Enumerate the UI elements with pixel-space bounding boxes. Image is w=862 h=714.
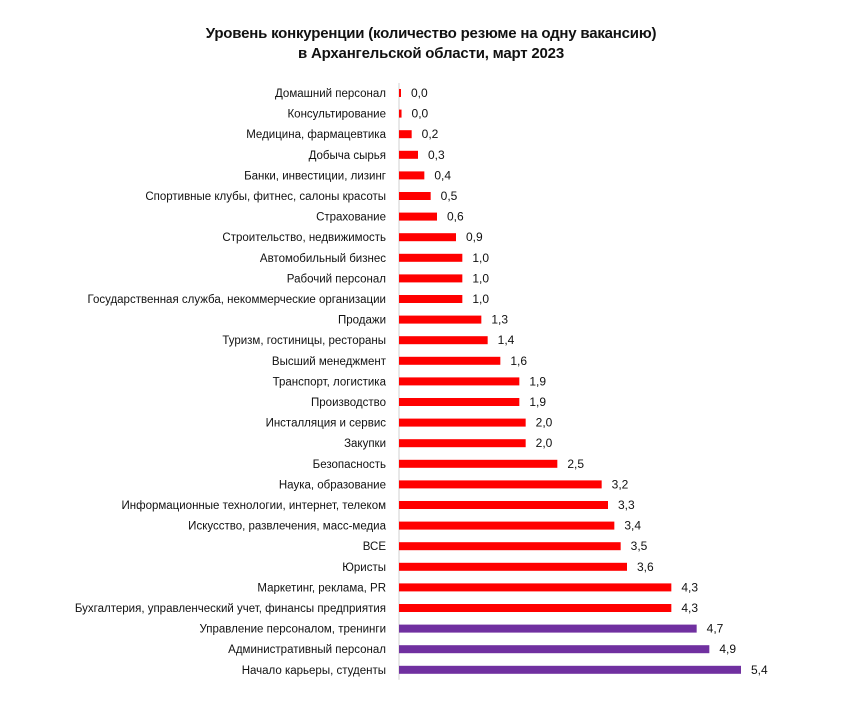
value-label: 1,4 bbox=[498, 333, 515, 347]
category-label: Наука, образование bbox=[279, 479, 386, 491]
category-label: Транспорт, логистика bbox=[273, 376, 387, 388]
value-label: 5,4 bbox=[751, 663, 768, 677]
category-label: Спортивные клубы, фитнес, салоны красоты bbox=[145, 191, 386, 203]
value-label: 1,0 bbox=[472, 251, 489, 265]
bar bbox=[399, 459, 558, 468]
bar bbox=[399, 521, 615, 530]
value-label: 2,5 bbox=[567, 457, 584, 471]
category-label: Домашний персонал bbox=[275, 88, 386, 100]
category-label: Продажи bbox=[338, 315, 386, 327]
value-label: 4,7 bbox=[707, 622, 724, 636]
bar bbox=[399, 645, 710, 654]
value-label: 3,5 bbox=[631, 539, 648, 553]
value-label: 4,9 bbox=[719, 642, 736, 656]
bar bbox=[399, 295, 463, 303]
category-label: Автомобильный бизнес bbox=[260, 253, 386, 265]
value-label: 1,9 bbox=[529, 395, 546, 409]
category-label: Добыча сырья bbox=[309, 150, 386, 162]
category-label: Высший менеджмент bbox=[272, 356, 387, 368]
category-label: Бухгалтерия, управленческий учет, финанс… bbox=[75, 603, 386, 615]
category-label: Искусство, развлечения, масс-медиа bbox=[188, 521, 386, 533]
category-label: Инсталляция и сервис bbox=[266, 418, 387, 430]
bar bbox=[399, 150, 418, 159]
bar bbox=[399, 109, 402, 118]
bar bbox=[399, 192, 431, 200]
bar bbox=[399, 439, 526, 448]
bar bbox=[399, 171, 425, 180]
bar bbox=[399, 356, 501, 365]
category-label: Административный персонал bbox=[228, 644, 386, 656]
value-label: 0,0 bbox=[412, 107, 429, 121]
category-label: Рабочий персонал bbox=[287, 273, 386, 285]
value-label: 0,9 bbox=[466, 230, 483, 244]
value-label: 0,4 bbox=[434, 168, 451, 182]
chart-subtitle: в Архангельской области, март 2023 bbox=[298, 45, 564, 62]
category-label: Закупки bbox=[344, 438, 386, 450]
category-label: Страхование bbox=[316, 212, 386, 224]
bar bbox=[399, 542, 621, 551]
value-label: 1,9 bbox=[529, 374, 546, 388]
value-label: 0,0 bbox=[411, 86, 428, 100]
value-label: 2,0 bbox=[536, 416, 553, 430]
category-label: ВСЕ bbox=[363, 541, 387, 553]
bar bbox=[399, 377, 520, 386]
bar bbox=[399, 212, 437, 221]
category-label: Государственная служба, некоммерческие о… bbox=[87, 294, 386, 306]
category-label: Маркетинг, реклама, PR bbox=[257, 582, 386, 594]
category-label: Медицина, фармацевтика bbox=[246, 129, 386, 141]
bar bbox=[399, 480, 602, 489]
category-label: Туризм, гостиницы, рестораны bbox=[222, 335, 386, 347]
value-label: 2,0 bbox=[536, 436, 553, 450]
value-label: 0,2 bbox=[422, 127, 439, 141]
category-label: Информационные технологии, интернет, тел… bbox=[122, 500, 387, 512]
category-label: Управление персоналом, тренинги bbox=[200, 624, 387, 636]
bar bbox=[399, 665, 741, 674]
category-label: Производство bbox=[311, 397, 386, 409]
value-label: 1,6 bbox=[510, 354, 527, 368]
bar bbox=[399, 604, 672, 612]
value-label: 0,6 bbox=[447, 210, 464, 224]
bar bbox=[399, 274, 463, 283]
value-label: 3,6 bbox=[637, 560, 654, 574]
value-label: 1,3 bbox=[491, 313, 508, 327]
bar bbox=[399, 233, 456, 242]
value-label: 1,0 bbox=[472, 271, 489, 285]
value-label: 3,4 bbox=[624, 519, 641, 533]
value-label: 0,3 bbox=[428, 148, 445, 162]
bar bbox=[399, 624, 697, 633]
value-label: 4,3 bbox=[681, 580, 698, 594]
chart-title: Уровень конкуренции (количество резюме н… bbox=[205, 25, 657, 42]
bar bbox=[399, 501, 608, 509]
bar bbox=[399, 315, 482, 324]
category-label: Безопасность bbox=[313, 459, 386, 471]
value-label: 4,3 bbox=[681, 601, 698, 615]
category-label: Начало карьеры, студенты bbox=[242, 665, 386, 677]
category-label: Банки, инвестиции, лизинг bbox=[244, 170, 386, 182]
bar bbox=[399, 130, 412, 139]
category-label: Юристы bbox=[342, 562, 386, 574]
bar bbox=[399, 398, 520, 406]
category-label: Строительство, недвижимость bbox=[222, 232, 386, 244]
bar bbox=[399, 89, 401, 97]
value-label: 3,2 bbox=[612, 477, 629, 491]
bar bbox=[399, 418, 526, 427]
bar bbox=[399, 583, 672, 592]
category-label: Консультирование bbox=[287, 109, 386, 121]
bar bbox=[399, 253, 463, 262]
value-label: 1,0 bbox=[472, 292, 489, 306]
value-label: 3,3 bbox=[618, 498, 635, 512]
value-label: 0,5 bbox=[441, 189, 458, 203]
bar bbox=[399, 562, 627, 571]
bar bbox=[399, 336, 488, 345]
